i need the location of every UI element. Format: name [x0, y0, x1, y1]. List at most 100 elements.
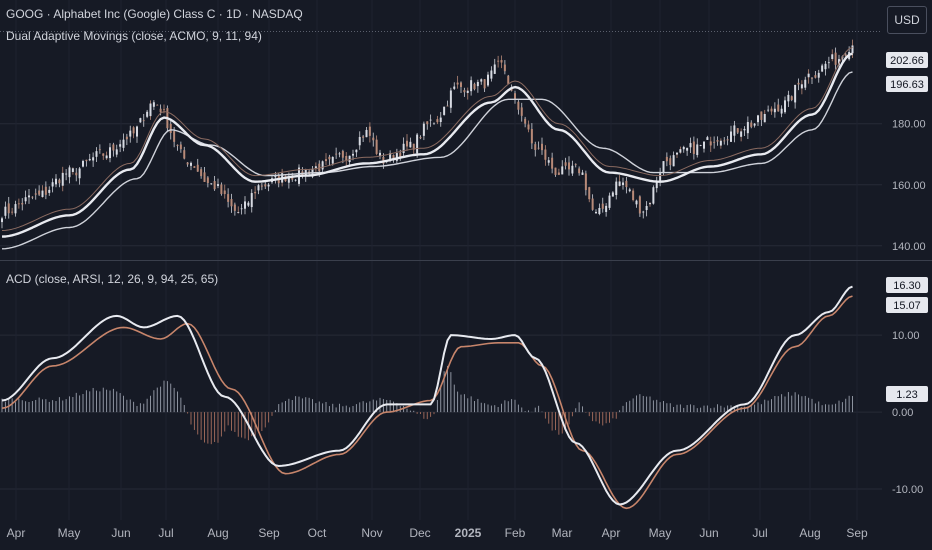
candle-body	[179, 144, 182, 150]
time-axis-label: May	[58, 526, 81, 540]
time-axis-label: Apr	[7, 526, 26, 540]
candle-body	[638, 196, 641, 214]
price-tick-label: 140.00	[892, 241, 926, 253]
time-axis-label: Apr	[602, 526, 621, 540]
candle-body	[149, 103, 152, 117]
candle-body	[446, 105, 449, 107]
price-tag-fast-bg	[886, 52, 928, 68]
candle-body	[220, 184, 223, 194]
candle-body	[476, 81, 479, 87]
candle-body	[352, 153, 354, 156]
candle-body	[716, 140, 719, 142]
candle-body	[267, 184, 270, 187]
candle-body	[247, 202, 250, 206]
indicator-legend-acd[interactable]: ACD (close, ARSI, 12, 26, 9, 94, 25, 65)	[6, 272, 219, 286]
candle-body	[453, 86, 456, 89]
candle-body	[672, 155, 675, 167]
candle-body	[58, 179, 61, 184]
candle-body	[122, 139, 125, 148]
candle-body	[331, 156, 334, 164]
candle-body	[652, 187, 655, 204]
candle-body	[65, 173, 68, 175]
time-axis-label: Nov	[361, 526, 382, 540]
osc-tag-signal: 15.07	[893, 300, 921, 312]
candle-body	[78, 168, 81, 179]
candle-body	[112, 144, 115, 151]
time-axis-label: 2025	[455, 526, 482, 540]
candle-body	[470, 80, 473, 92]
osc-tag-histogram-bg	[886, 386, 928, 402]
candle-body	[163, 109, 165, 111]
candle-body	[817, 72, 820, 78]
candle-body	[129, 130, 132, 137]
candle-body	[578, 168, 581, 174]
candle-body	[392, 155, 395, 161]
time-axis-label: Aug	[207, 526, 228, 540]
candle-body	[230, 199, 233, 207]
candle-body	[254, 191, 257, 194]
price-tick-label: 160.00	[892, 180, 926, 192]
candle-body	[264, 184, 267, 187]
time-axis-label: Dec	[409, 526, 430, 540]
candle-body	[736, 128, 739, 133]
candle-body	[200, 169, 203, 177]
time-axis-label: May	[649, 526, 672, 540]
candle-body	[473, 83, 476, 90]
candle-body	[524, 118, 527, 124]
candle-body	[767, 109, 770, 111]
candle-body	[625, 180, 628, 188]
chart-title: GOOG · Alphabet Inc (Google) Class C · 1…	[6, 7, 303, 21]
candle-body	[655, 182, 658, 189]
currency-button[interactable]: USD	[887, 6, 927, 34]
candle-body	[7, 203, 10, 214]
candle-body	[139, 118, 142, 123]
candle-body	[703, 141, 705, 149]
candle-body	[507, 75, 510, 84]
osc-tick-label: 10.00	[892, 330, 920, 342]
candle-body	[426, 121, 429, 125]
candle-body	[547, 160, 550, 163]
candle-body	[186, 162, 189, 165]
candle-body	[328, 156, 331, 160]
ma-fast-line	[1, 52, 853, 238]
candle-body	[800, 84, 803, 89]
candle-body	[260, 185, 263, 187]
candle-body	[92, 157, 95, 161]
time-axis-label: Aug	[799, 526, 820, 540]
candle-body	[753, 123, 756, 126]
candle-body	[692, 141, 695, 154]
candle-body	[645, 205, 648, 211]
candle-body	[341, 150, 344, 158]
candle-body	[483, 79, 486, 89]
candle-body	[51, 182, 54, 187]
candle-body	[105, 155, 108, 159]
candle-body	[797, 82, 800, 85]
time-axis-label: Mar	[552, 526, 573, 540]
candle-body	[115, 149, 118, 155]
candle-body	[156, 104, 159, 106]
candle-body	[196, 164, 199, 172]
time-axis-label: Jul	[752, 526, 767, 540]
ma-slow-line	[1, 71, 853, 250]
candle-body	[409, 141, 412, 148]
candle-body	[102, 153, 105, 156]
candle-body	[17, 203, 20, 205]
candle-body	[244, 201, 246, 209]
candle-body	[561, 166, 564, 175]
candle-body	[345, 155, 348, 161]
candle-body	[777, 104, 780, 112]
candle-body	[250, 193, 253, 208]
candle-body	[98, 149, 101, 151]
candle-body	[598, 207, 601, 215]
candle-body	[770, 108, 773, 112]
indicator-legend-dual-adaptive[interactable]: Dual Adaptive Movings (close, ACMO, 9, 1…	[6, 29, 262, 43]
candle-body	[814, 75, 817, 78]
candle-body	[557, 172, 560, 175]
candle-body	[824, 63, 827, 70]
osc-tick-label: 0.00	[892, 407, 913, 419]
candle-body	[595, 211, 597, 214]
candle-body	[709, 141, 712, 146]
osc-tick-label: -10.00	[892, 484, 923, 496]
candle-body	[314, 166, 317, 168]
